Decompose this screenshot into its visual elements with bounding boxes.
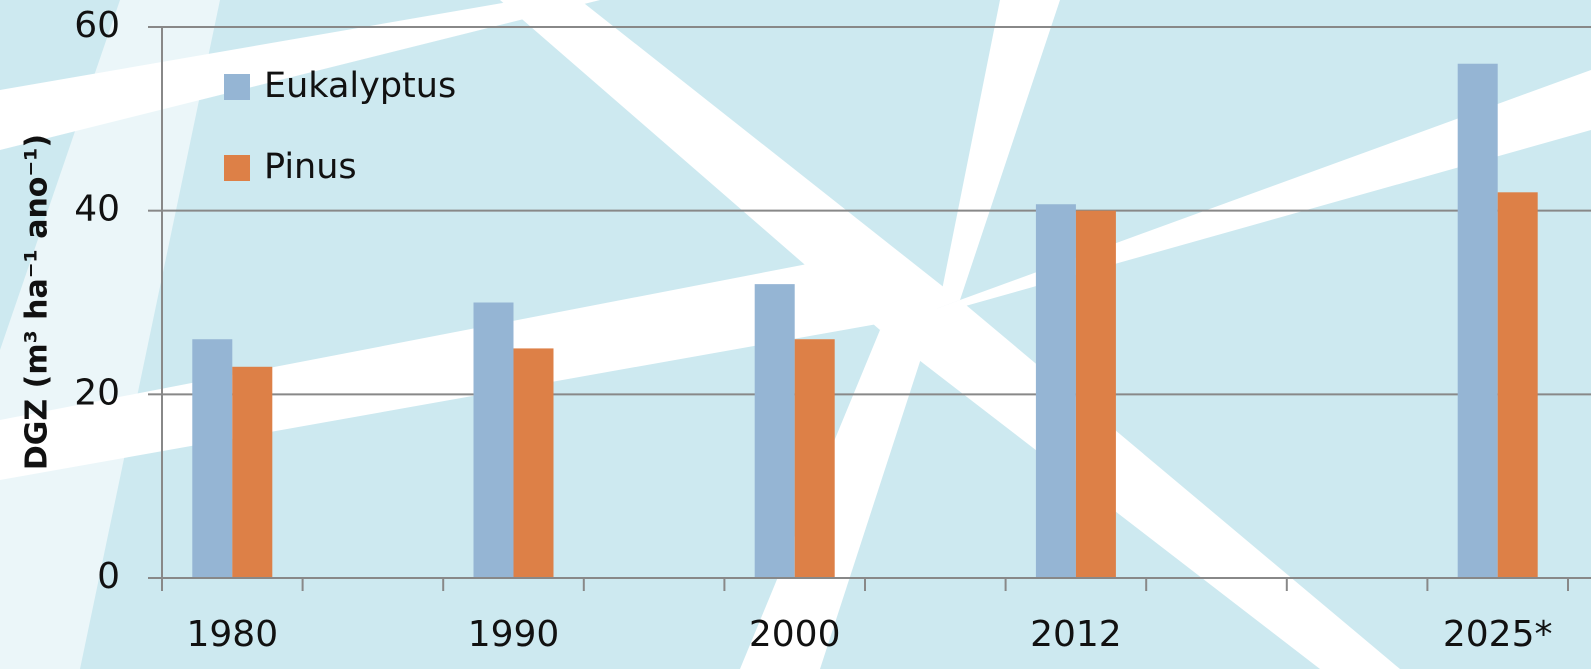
bar — [1497, 192, 1538, 579]
legend-label: Eukalyptus — [264, 66, 456, 106]
bar — [513, 348, 554, 578]
legend-label: Pinus — [264, 147, 357, 187]
legend-swatch — [224, 74, 250, 100]
x-tick-label: 1980 — [186, 614, 278, 655]
legend-swatch — [224, 155, 250, 181]
y-tick-label: 0 — [97, 556, 120, 597]
x-tick-label: 2025* — [1443, 614, 1553, 655]
bar — [1035, 204, 1076, 578]
bar — [473, 302, 514, 578]
y-tick-label: 60 — [74, 5, 120, 46]
x-tick-label: 2000 — [749, 614, 841, 655]
y-tick-label: 40 — [74, 189, 120, 230]
y-axis-title: DGZ (m³ ha⁻¹ ano⁻¹) — [20, 134, 55, 470]
x-tick-label: 1990 — [468, 614, 560, 655]
bar — [794, 339, 835, 578]
bar — [754, 284, 795, 578]
x-tick-label: 2012 — [1030, 614, 1122, 655]
bar — [1457, 63, 1498, 578]
bar — [192, 339, 233, 578]
y-tick-label: 20 — [74, 372, 120, 413]
bar — [232, 366, 273, 578]
bar — [1075, 210, 1116, 578]
